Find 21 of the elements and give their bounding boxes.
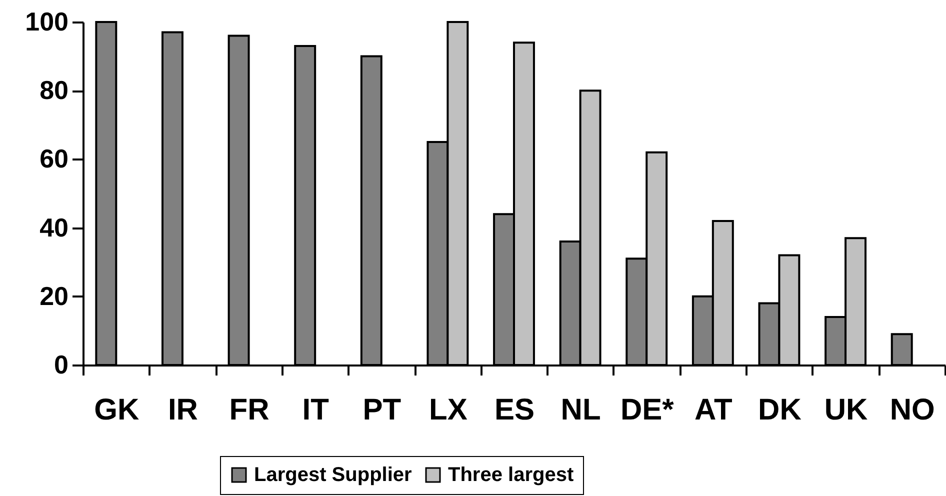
x-tick-label: NO	[890, 394, 935, 426]
y-tick-label: 80	[40, 75, 68, 106]
x-tick-label: UK	[824, 394, 868, 426]
x-tick-label: ES	[494, 394, 535, 426]
y-tick-label: 40	[40, 212, 68, 242]
x-tick-label: FR	[229, 394, 270, 426]
x-tick-label: GK	[94, 394, 140, 426]
x-tick-label: IR	[168, 394, 198, 426]
x-tick-label: DE*	[620, 394, 674, 426]
x-tick-label: AT	[694, 394, 732, 426]
x-tick-label: NL	[560, 394, 601, 426]
x-tick-label: IT	[302, 394, 329, 426]
y-tick-label: 100	[25, 6, 68, 36]
legend-label: Three largest	[448, 464, 574, 486]
legend-label: Largest Supplier	[254, 464, 412, 486]
y-tick-label: 0	[54, 350, 68, 380]
x-tick-label: DK	[758, 394, 802, 426]
y-tick-label: 60	[40, 144, 68, 174]
x-tick-label: LX	[429, 394, 468, 426]
x-tick-label: PT	[362, 394, 402, 426]
y-tick-label: 20	[40, 280, 68, 311]
